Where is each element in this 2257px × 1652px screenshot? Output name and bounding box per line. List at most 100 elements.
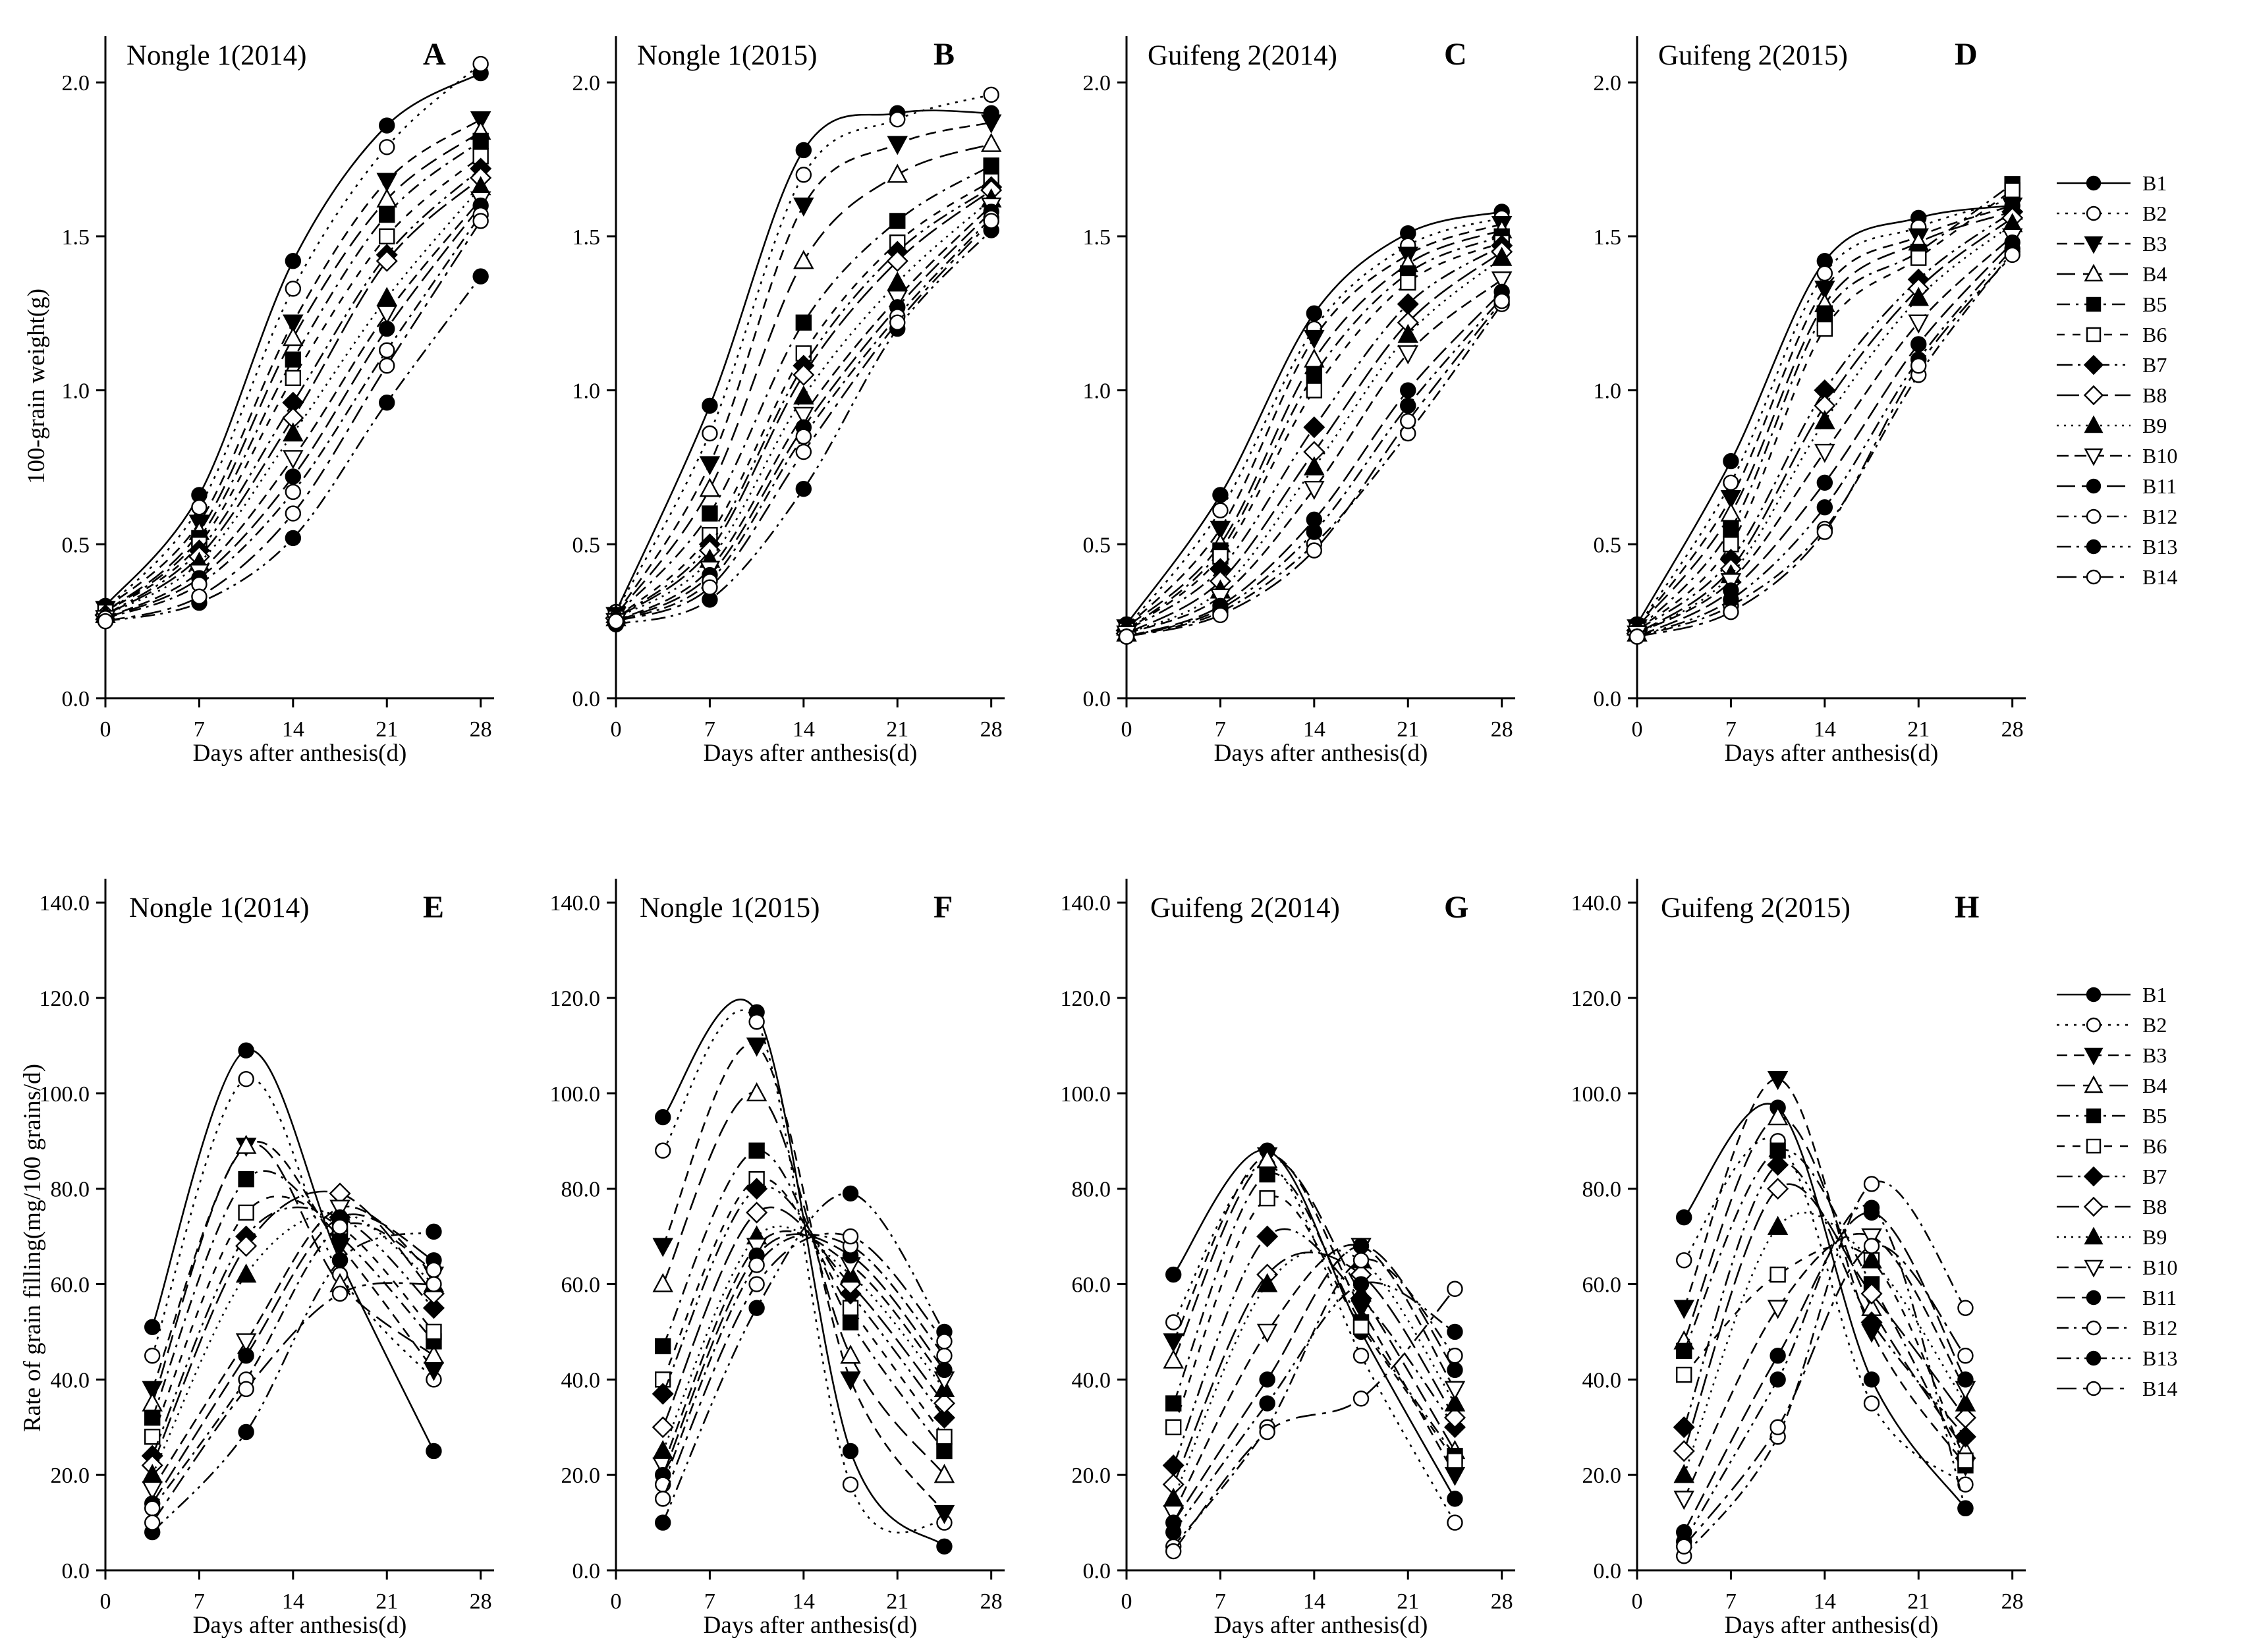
legend-key-b14 (2057, 1381, 2131, 1396)
series-b1 (1165, 1142, 1463, 1507)
legend-label: B13 (2142, 1346, 2178, 1370)
data-point-marker (793, 364, 815, 386)
data-point-marker (1861, 1228, 1882, 1248)
data-point-marker (1816, 305, 1833, 321)
legend-label: B10 (2142, 443, 2178, 468)
y-tick-label: 120.0 (1571, 987, 1622, 1011)
data-point-marker (1860, 1282, 1883, 1305)
series-curve (1173, 1245, 1456, 1524)
data-point-marker (1957, 1371, 1974, 1388)
series-curve (1683, 1103, 1966, 1509)
legend-label: B6 (2142, 322, 2167, 346)
data-point-marker (1165, 1419, 1182, 1435)
series-b11 (655, 1233, 953, 1483)
series-b4 (142, 1134, 445, 1412)
legend-key-b1 (2057, 987, 2131, 1003)
y-tick-label: 120.0 (1061, 987, 1111, 1011)
data-point-marker (1673, 1491, 1694, 1510)
series-curve (152, 1205, 435, 1490)
series-b14 (144, 1276, 442, 1531)
data-point-marker (936, 1429, 953, 1445)
series-b8 (1115, 240, 1513, 645)
series-curve (1126, 297, 1503, 638)
data-point-marker (472, 268, 489, 285)
data-point-marker (1352, 1319, 1370, 1335)
data-point-marker (285, 253, 302, 269)
data-point-marker (842, 1476, 859, 1493)
data-point-marker (144, 1514, 161, 1531)
y-tick-label: 100.0 (1571, 1082, 1622, 1107)
panel-letter-h: H (1955, 890, 1980, 925)
data-point-marker (1444, 1392, 1466, 1412)
y-tick-label: 0.5 (1083, 533, 1111, 557)
data-point-marker (983, 213, 999, 229)
plot-canvas-e: 0 7 14 21 28 0.0 20.0 40.0 60.0 80.0 100.0 120.0 140… (40, 879, 494, 1614)
data-point-marker (2083, 1196, 2104, 1217)
series-b2 (144, 1070, 442, 1388)
y-tick-label: 0.0 (572, 1559, 601, 1583)
x-tick-label: 7 (194, 1589, 205, 1614)
y-tick-label: 120.0 (550, 987, 601, 1011)
data-point-marker (1720, 502, 1742, 522)
data-point-marker (1767, 1300, 1789, 1319)
y-tick-label: 40.0 (1582, 1368, 1622, 1392)
legend-item-b13: B13 (2054, 535, 2257, 559)
data-point-marker (2083, 354, 2104, 375)
axes: 0 7 14 21 28 0.0 0.5 1.0 1.5 2.0 (1083, 36, 1515, 742)
legend-key-b13 (2057, 1350, 2131, 1366)
series-b14 (1629, 246, 2020, 645)
legend-key-b6 (2057, 1138, 2131, 1154)
data-point-marker (889, 213, 906, 229)
data-point-marker (238, 1042, 254, 1059)
data-point-marker (97, 613, 114, 630)
data-point-marker (746, 1037, 767, 1057)
data-point-marker (1397, 323, 1419, 343)
data-point-marker (1256, 1323, 1278, 1343)
series-curve (615, 180, 992, 619)
y-tick-label: 140.0 (40, 891, 90, 916)
data-point-marker (1400, 413, 1416, 429)
panel-letter-g: G (1444, 890, 1469, 925)
series-curve (1683, 1205, 1966, 1543)
y-tick-label: 100.0 (1061, 1082, 1111, 1107)
panel-b: 0 7 14 21 28 0.0 0.5 1.0 1.5 2.0 Nongle 1(2015) B… (511, 0, 1021, 826)
legend-key-b9 (2057, 1226, 2131, 1245)
data-point-marker (1491, 271, 1513, 291)
y-tick-label: 0.5 (62, 533, 90, 557)
series-curve (615, 143, 992, 616)
data-point-marker (1814, 281, 1835, 300)
data-point-marker (936, 1362, 953, 1379)
data-point-marker (1863, 1395, 1880, 1412)
y-tick-label: 1.5 (1083, 225, 1111, 250)
series-b13 (1676, 1199, 1974, 1550)
data-point-marker (379, 228, 395, 245)
series-curve (662, 1177, 945, 1438)
series-curve (1173, 1172, 1456, 1456)
series-curve (662, 1043, 945, 1514)
data-point-marker (933, 1392, 955, 1415)
series-curve (1636, 254, 2013, 638)
data-point-marker (842, 1185, 859, 1202)
legend-label: B4 (2142, 262, 2167, 286)
data-point-marker (842, 1228, 859, 1245)
legend-item-b2: B2 (2054, 1013, 2257, 1037)
series-b6 (1676, 1245, 1974, 1469)
series-b4 (652, 1082, 955, 1483)
data-point-marker (795, 480, 812, 497)
legend-label: B12 (2142, 1315, 2178, 1340)
data-point-marker (1304, 456, 1325, 476)
data-point-marker (840, 1344, 861, 1364)
data-point-marker (1957, 1300, 1974, 1316)
series-b10 (652, 1230, 955, 1477)
series-curve (105, 220, 482, 622)
series-b6 (97, 148, 489, 620)
data-point-marker (748, 1257, 765, 1273)
series-curve (662, 1091, 945, 1475)
x-tick-label: 14 (1814, 1589, 1836, 1614)
data-point-marker (655, 1109, 671, 1126)
data-point-marker (655, 1491, 671, 1507)
series-b14 (607, 213, 999, 630)
data-point-marker (379, 139, 395, 155)
series-b7 (1115, 234, 1513, 642)
